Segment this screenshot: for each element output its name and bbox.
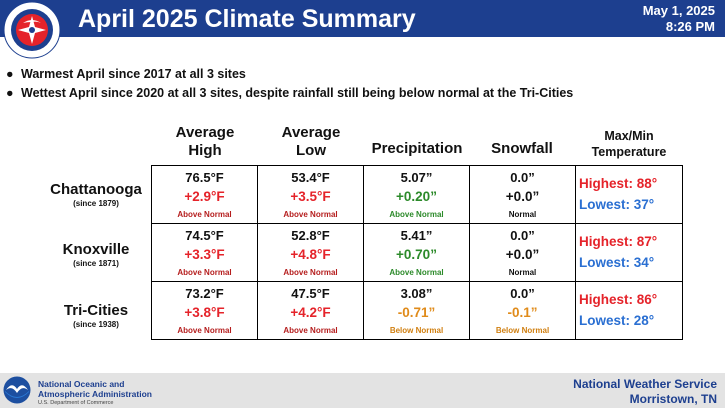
date-time: May 1, 2025 8:26 PM bbox=[643, 3, 715, 35]
noaa-logo-icon bbox=[3, 376, 31, 404]
summary-bullets: ● Warmest April since 2017 at all 3 sites… bbox=[6, 65, 573, 103]
bullet-dot-icon: ● bbox=[6, 67, 14, 81]
row-label-tri-cities: Tri-Cities (since 1938) bbox=[63, 302, 129, 329]
cell-snowfall: 0.0” -0.1” Below Normal bbox=[469, 281, 576, 340]
bullet-dot-icon: ● bbox=[6, 86, 14, 100]
header-bar bbox=[0, 0, 725, 37]
table-row: 73.2°F +3.8°F Above Normal 47.5°F +4.2°F… bbox=[151, 281, 683, 340]
bullet-item: ● Wettest April since 2020 at all 3 sites… bbox=[6, 84, 573, 103]
time-text: 8:26 PM bbox=[665, 19, 715, 34]
date-text: May 1, 2025 bbox=[642, 3, 715, 18]
cell-avg-low: 53.4°F +3.5°F Above Normal bbox=[257, 165, 364, 224]
cell-maxmin: Highest: 87° Lowest: 34° bbox=[575, 223, 683, 282]
cell-precipitation: 5.41” +0.70” Above Normal bbox=[363, 223, 470, 282]
cell-snowfall: 0.0” +0.0” Normal bbox=[469, 165, 576, 224]
cell-maxmin: Highest: 88° Lowest: 37° bbox=[575, 165, 683, 224]
cell-avg-low: 52.8°F +4.8°F Above Normal bbox=[257, 223, 364, 282]
nws-office: National Weather Service Morristown, TN bbox=[573, 377, 717, 406]
cell-maxmin: Highest: 86° Lowest: 28° bbox=[575, 281, 683, 340]
col-header-precipitation: Precipitation bbox=[371, 140, 463, 157]
cell-precipitation: 3.08” -0.71” Below Normal bbox=[363, 281, 470, 340]
col-header-avg-low: Average Low bbox=[281, 124, 341, 159]
bullet-item: ● Warmest April since 2017 at all 3 sites bbox=[6, 65, 573, 84]
climate-table: 76.5°F +2.9°F Above Normal 53.4°F +3.5°F… bbox=[151, 165, 683, 340]
table-row: 74.5°F +3.3°F Above Normal 52.8°F +4.8°F… bbox=[151, 223, 683, 282]
cell-avg-low: 47.5°F +4.2°F Above Normal bbox=[257, 281, 364, 340]
cell-avg-high: 76.5°F +2.9°F Above Normal bbox=[151, 165, 258, 224]
nws-logo-icon bbox=[3, 1, 61, 59]
table-row: 76.5°F +2.9°F Above Normal 53.4°F +3.5°F… bbox=[151, 165, 683, 224]
col-header-avg-high: Average High bbox=[175, 124, 235, 159]
col-header-maxmin: Max/Min Temperature bbox=[591, 129, 667, 159]
footer-bar bbox=[0, 373, 725, 408]
col-header-snowfall: Snowfall bbox=[491, 140, 553, 157]
cell-snowfall: 0.0” +0.0” Normal bbox=[469, 223, 576, 282]
row-label-chattanooga: Chattanooga (since 1879) bbox=[50, 181, 142, 208]
noaa-text: National Oceanic and Atmospheric Adminis… bbox=[38, 379, 152, 406]
cell-avg-high: 73.2°F +3.8°F Above Normal bbox=[151, 281, 258, 340]
row-label-knoxville: Knoxville (since 1871) bbox=[62, 241, 130, 268]
page-title: April 2025 Climate Summary bbox=[78, 5, 416, 33]
cell-avg-high: 74.5°F +3.3°F Above Normal bbox=[151, 223, 258, 282]
cell-precipitation: 5.07” +0.20” Above Normal bbox=[363, 165, 470, 224]
